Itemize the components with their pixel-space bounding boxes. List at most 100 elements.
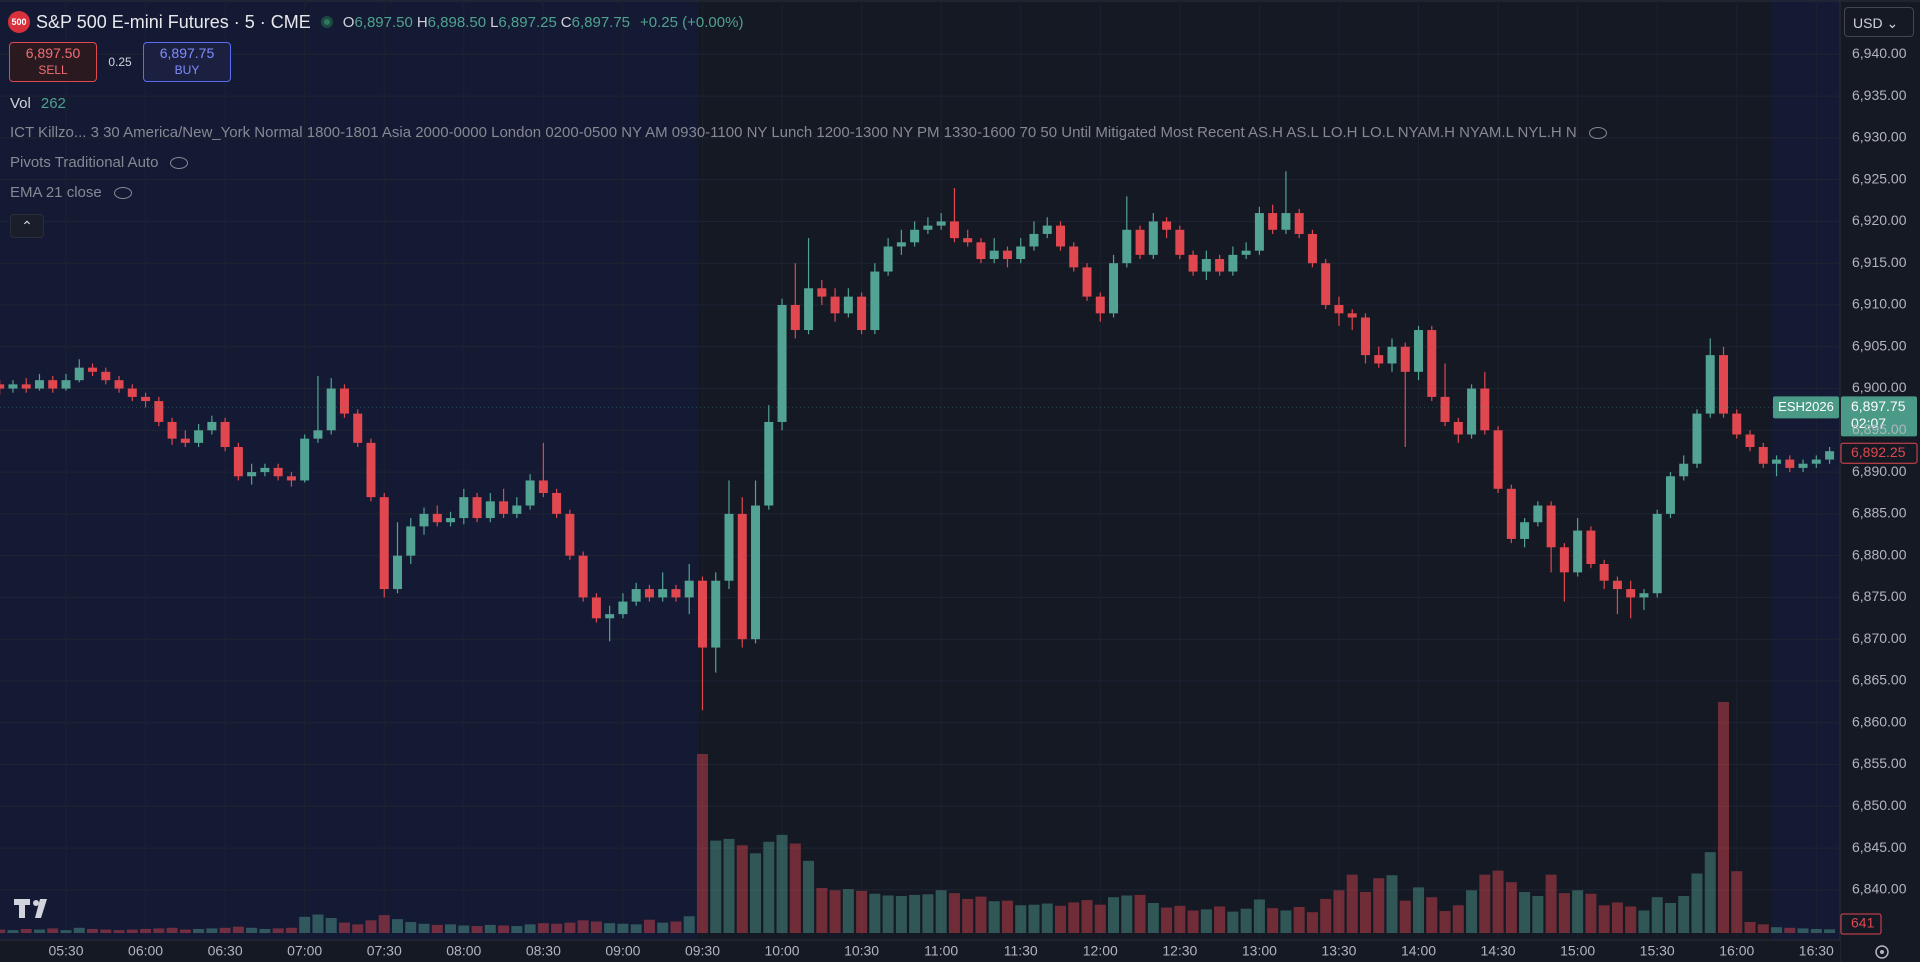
candle-body [1360,317,1370,356]
visibility-icon[interactable] [1588,127,1607,140]
volume-bar [776,834,788,933]
symbol-header: 500 S&P 500 E-mini Futures · 5 · CME O6,… [8,9,743,35]
sell-button[interactable]: 6,897.50 SELL [9,42,97,82]
candle-body [1268,213,1278,230]
volume-bar [1280,910,1292,933]
y-tick-label: 6,900.00 [1852,379,1907,395]
candle-body [1520,522,1530,539]
x-tick-label: 16:30 [1799,943,1834,959]
candle-body [1281,213,1291,230]
candle-body [154,401,164,422]
y-tick-label: 6,875.00 [1852,588,1907,604]
y-tick-label: 6,855.00 [1852,755,1907,771]
volume-bar [1452,905,1464,933]
candle-body [286,476,296,481]
y-tick-label: 6,930.00 [1852,129,1907,145]
candles [0,171,1835,711]
volume-bar [1771,927,1783,933]
volume-bar [166,927,178,933]
candle-body [1321,263,1331,305]
candle-body [114,380,124,389]
candle-body [366,442,376,498]
candle-body [1705,355,1715,414]
candle-body [1612,580,1622,590]
price-axis [1840,0,1920,962]
volume-bar [524,924,536,933]
volume-bar [179,929,191,933]
candle-body [883,246,893,272]
volume-bar [763,841,775,933]
volume-bar [1081,900,1093,933]
volume-bar [1651,897,1663,933]
volume-bar [193,928,205,933]
candle-body [0,384,5,389]
volume-bar [392,919,403,933]
volume-bar [1174,905,1186,933]
candle-body [1440,396,1450,422]
visibility-icon[interactable] [113,187,132,200]
candle-body [1334,304,1344,314]
candle-body [1533,505,1543,523]
collapse-button[interactable]: ⌃ [10,214,44,238]
session-after [1772,0,1840,940]
x-tick-label: 09:00 [605,943,640,959]
volume-legend-name: Vol [10,95,31,112]
candle-body [804,288,814,331]
x-tick-label: 05:30 [48,943,83,959]
candle-body [419,513,429,527]
time-axis [0,940,1840,962]
volume-bar [405,922,417,933]
symbol-logo: 500 [8,11,30,33]
volume-bar [564,922,576,933]
volume-bar [816,887,828,933]
symbol-tag-bg [1773,396,1839,419]
indicator-name: Pivots Traditional Auto [10,154,159,171]
volume-bar [882,895,894,933]
volume-bar [206,928,218,933]
volume-bar [723,838,735,933]
session-premarket [0,0,698,940]
volume-bar [710,840,722,933]
y-tick-label: 6,870.00 [1852,630,1907,646]
candle-body [525,480,535,506]
buy-button[interactable]: 6,897.75 BUY [143,42,231,82]
visibility-icon[interactable] [170,157,189,170]
volume-bar [1545,874,1557,933]
volume-bar [1678,896,1690,933]
candle-body [1175,229,1185,255]
y-tick-label: 6,860.00 [1852,713,1907,729]
volume-bar [484,924,496,933]
volume-bar [1426,897,1438,933]
volume-bar [1293,907,1305,933]
symbol-title[interactable]: S&P 500 E-mini Futures · 5 · CME [36,11,311,32]
currency-button[interactable]: USD ⌄ [1844,7,1914,37]
candle-body [830,296,840,314]
volume-bar [1227,911,1239,933]
candle-body [1453,421,1463,435]
volume-bar [153,928,165,933]
volume-bar [643,919,655,933]
candle-body [1665,476,1675,514]
candle-body [167,421,177,439]
candle-body [1069,246,1079,268]
volume-bar [1068,902,1080,933]
volume-bar [1757,924,1769,933]
volume-bar [895,896,907,933]
candle-body [1016,246,1026,260]
volume-bar [696,753,708,933]
y-tick-label: 6,940.00 [1852,45,1907,61]
candle-body [1029,233,1039,247]
volume-bar [232,926,244,933]
candle-body [1228,254,1238,272]
volume-bar [1479,874,1491,933]
settings-icon[interactable] [1875,945,1889,959]
candle-body [1201,259,1211,272]
candle-body [1056,225,1065,247]
candle-body [1188,254,1198,272]
candle-body [1546,505,1556,548]
x-tick-label: 07:00 [287,943,322,959]
candle-body [870,271,880,331]
volume-bar [1134,894,1146,933]
volume-bar [1094,904,1106,933]
volume-bar [670,921,682,933]
